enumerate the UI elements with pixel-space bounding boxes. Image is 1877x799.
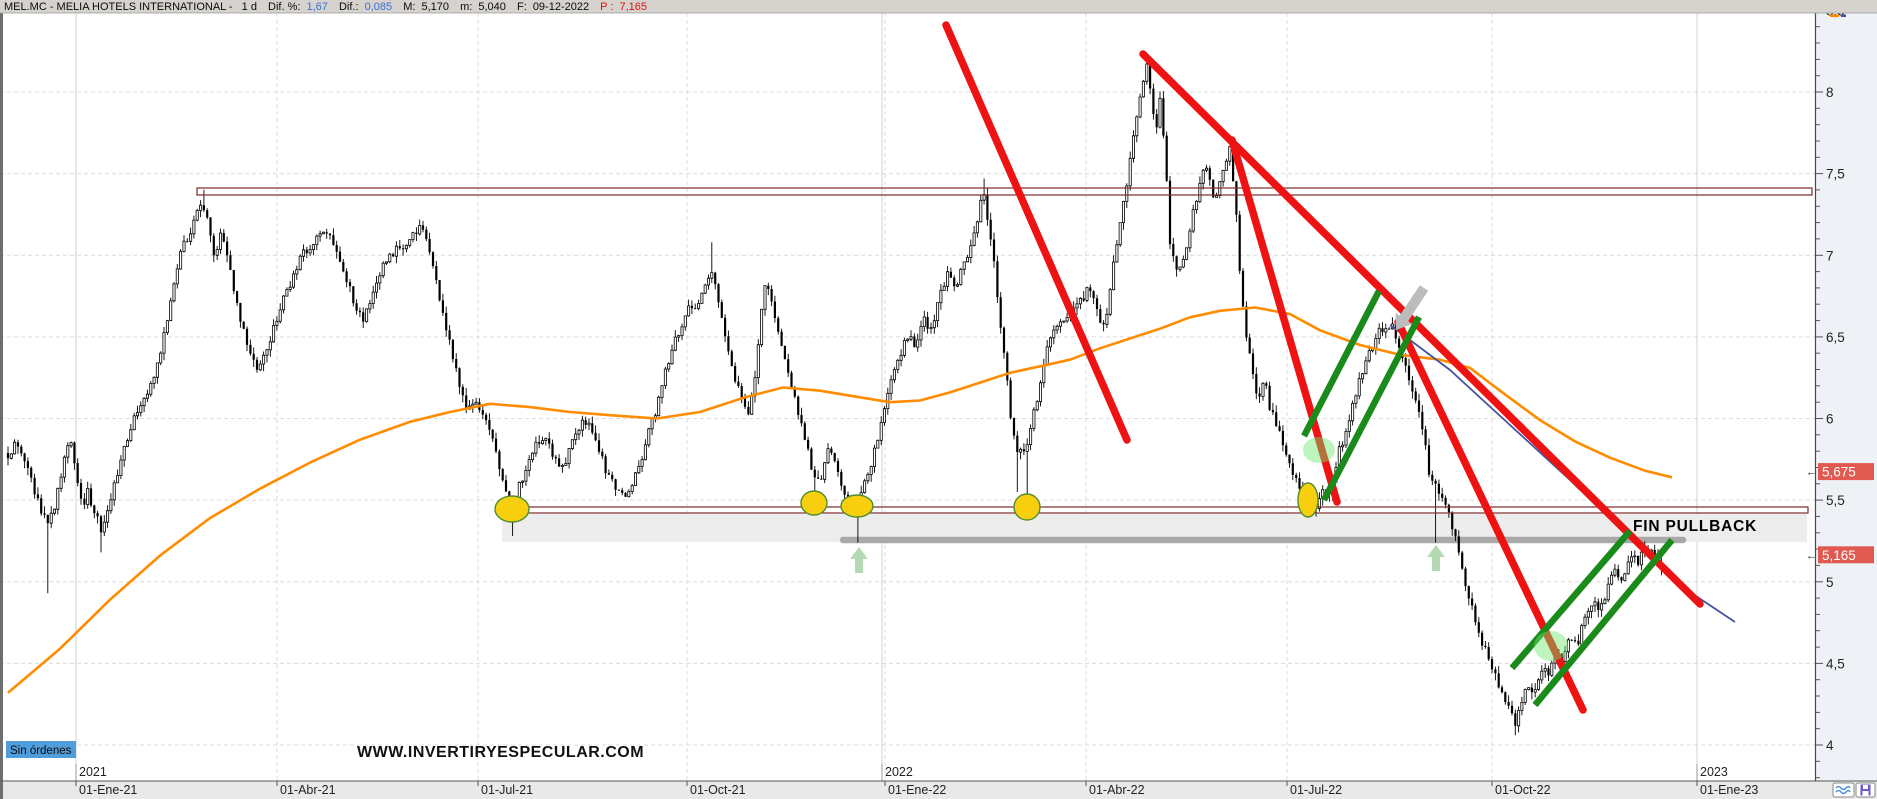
wave-zigzag-icon — [1835, 785, 1851, 795]
downtrend-line-2[interactable] — [1228, 136, 1341, 506]
y-tick-label: 5,5 — [1826, 493, 1845, 508]
floppy-disk-icon — [1860, 784, 1871, 796]
yellow-support-ellipse[interactable] — [494, 495, 530, 523]
y-tick-label: 8 — [1826, 85, 1834, 100]
marker-layer — [494, 285, 1568, 661]
svg-text:MEL.MC - MELIA HOTELS INTERNAT: MEL.MC - MELIA HOTELS INTERNATIONAL - 1 … — [4, 1, 647, 13]
window-left-border — [0, 13, 3, 799]
dif-pct-label: Dif. %: — [268, 1, 300, 13]
x-tick-label: 01-Ene-22 — [888, 783, 946, 797]
session-date-value: 09-12-2022 — [533, 1, 589, 13]
left-arrow-icon: ← — [1806, 550, 1817, 562]
save-chart-button[interactable] — [1855, 782, 1876, 798]
x-tick-label: 01-Ene-21 — [79, 783, 137, 797]
dif-value: 0,085 — [365, 1, 393, 13]
channel-2-lower[interactable] — [1532, 537, 1675, 708]
last-price-value: 7,165 — [619, 1, 647, 13]
y-tick-label: 7,5 — [1826, 167, 1845, 182]
header-bar: MEL.MC - MELIA HOTELS INTERNATIONAL - 1 … — [0, 0, 1877, 14]
x-tick-label: 01-Abr-21 — [280, 783, 336, 797]
x-tick-label: 01-Jul-21 — [481, 783, 533, 797]
channel-2-upper[interactable] — [1509, 528, 1633, 671]
green-up-arrow-icon[interactable] — [850, 547, 868, 573]
price-tag-high-label: 5,675 — [1822, 465, 1856, 480]
year-label: 2022 — [885, 765, 913, 779]
price-tag-high: ← 5,675 — [1806, 463, 1874, 481]
linear-scale-toggle-button[interactable] — [1832, 782, 1855, 798]
up-candle-bodies — [9, 63, 1660, 727]
green-up-arrow-icon[interactable] — [1427, 545, 1445, 571]
downtrend-line-4[interactable] — [1394, 318, 1587, 714]
x-tick-label: 01-Oct-21 — [690, 783, 746, 797]
yellow-support-ellipse[interactable] — [1297, 482, 1319, 518]
x-tick-label: 01-Ene-23 — [1700, 783, 1758, 797]
timeframe-label: 1 d — [242, 1, 257, 13]
channel-1-lower[interactable] — [1321, 315, 1422, 502]
downtrend-line-1[interactable] — [942, 21, 1131, 444]
left-arrow-icon: ← — [1806, 467, 1817, 479]
year-label: 2023 — [1700, 765, 1728, 779]
indicator-value-dash-icon — [1841, 14, 1846, 17]
gray-down-left-arrow-icon[interactable] — [1395, 285, 1429, 330]
yellow-support-ellipse[interactable] — [840, 494, 874, 518]
session-low-value: 5,040 — [478, 1, 506, 13]
moving-average-line[interactable] — [7, 306, 1673, 694]
channel-1-upper[interactable] — [1301, 289, 1382, 438]
y-tick-label: 4 — [1826, 738, 1834, 753]
resistance-zone[interactable] — [196, 187, 1813, 196]
session-high-label: M: — [403, 1, 415, 13]
session-high-value: 5,170 — [421, 1, 449, 13]
plot-area[interactable] — [0, 13, 1815, 781]
last-price-label: P : — [600, 1, 613, 13]
orders-badge[interactable]: Sin órdenes — [6, 741, 76, 758]
price-tag-last-label: 5,165 — [1822, 548, 1856, 563]
moving-average-layer — [7, 306, 1673, 694]
session-date-label: F: — [517, 1, 527, 13]
yellow-support-ellipse[interactable] — [1013, 493, 1041, 521]
grid-layer — [0, 13, 1815, 781]
year-label: 2021 — [79, 765, 107, 779]
dif-label: Dif.: — [339, 1, 359, 13]
x-tick-label: 01-Abr-22 — [1089, 783, 1145, 797]
y-tick-label: 7 — [1826, 248, 1834, 263]
y-tick-label: 5 — [1826, 575, 1834, 590]
user-drawings-layer — [196, 21, 1813, 714]
instrument-title: MEL.MC - MELIA HOTELS INTERNATIONAL - — [4, 1, 233, 13]
ma-value-dash-icon — [1830, 14, 1839, 17]
fin-pullback-label: FIN PULLBACK — [1633, 518, 1757, 535]
time-axis-band[interactable] — [0, 781, 1877, 799]
y-tick-label: 4,5 — [1826, 656, 1845, 671]
candlestick-layer — [6, 52, 1663, 736]
green-highlight-ellipse[interactable] — [1303, 437, 1335, 463]
session-low-label: m: — [460, 1, 472, 13]
green-highlight-ellipse[interactable] — [1534, 631, 1568, 661]
axis-layer: 8,587,576,565,554,5401-Ene-2101-Abr-2101… — [75, 3, 1845, 797]
y-tick-label: 6 — [1826, 412, 1834, 427]
price-tag-last: ← 5,165 — [1806, 546, 1874, 564]
x-tick-label: 01-Jul-22 — [1290, 783, 1342, 797]
price-axis-panel[interactable] — [1815, 13, 1877, 781]
support-zone-layer — [502, 514, 1807, 544]
watermark: WWW.INVERTIRYESPECULAR.COM — [357, 744, 644, 761]
y-tick-label: 6,5 — [1826, 330, 1845, 345]
dif-pct-value: 1,67 — [306, 1, 327, 13]
orders-badge-label: Sin órdenes — [10, 745, 72, 757]
downtrend-line-3[interactable] — [1139, 50, 1704, 608]
yellow-support-ellipse[interactable] — [800, 490, 828, 516]
x-tick-label: 01-Oct-22 — [1495, 783, 1551, 797]
